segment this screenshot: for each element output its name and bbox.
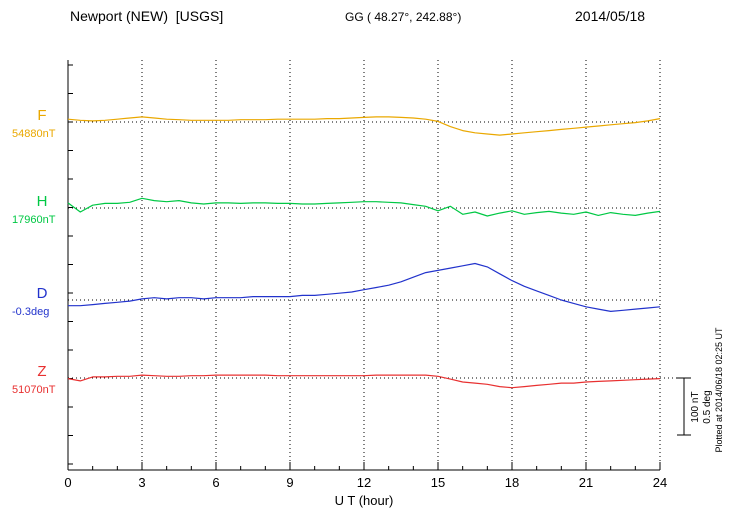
series-value-Z: 51070nT (12, 384, 56, 396)
plot-date: 2014/05/18 (575, 8, 646, 24)
series-letter-D: D (37, 285, 48, 302)
scale-bar-label-1: 0.5 deg (702, 390, 713, 423)
x-tick-label-6: 6 (212, 475, 219, 490)
scale-bar-label-0: 100 nT (690, 391, 701, 422)
x-tick-label-21: 21 (579, 475, 593, 490)
x-tick-label-0: 0 (64, 475, 71, 490)
x-tick-label-18: 18 (505, 475, 519, 490)
series-value-F: 54880nT (12, 128, 56, 140)
series-letter-F: F (37, 107, 46, 124)
series-value-D: -0.3deg (12, 306, 49, 318)
x-tick-label-3: 3 (138, 475, 145, 490)
series-letter-H: H (37, 193, 48, 210)
trace-H (67, 197, 661, 217)
geographic-coordinates: GG ( 48.27°, 242.88°) (345, 10, 462, 24)
series-letter-Z: Z (37, 363, 46, 380)
x-tick-label-9: 9 (286, 475, 293, 490)
x-tick-label-12: 12 (357, 475, 371, 490)
trace-F (67, 116, 661, 136)
x-axis-label: U T (hour) (335, 493, 394, 508)
x-tick-label-15: 15 (431, 475, 445, 490)
x-tick-label-24: 24 (653, 475, 667, 490)
trace-Z (67, 374, 661, 389)
plotted-at-note: Plotted at 2014/06/18 02:25 UT (714, 327, 724, 453)
series-value-H: 17960nT (12, 214, 56, 226)
station-title: Newport (NEW) [USGS] (70, 8, 224, 24)
trace-D (68, 262, 661, 312)
